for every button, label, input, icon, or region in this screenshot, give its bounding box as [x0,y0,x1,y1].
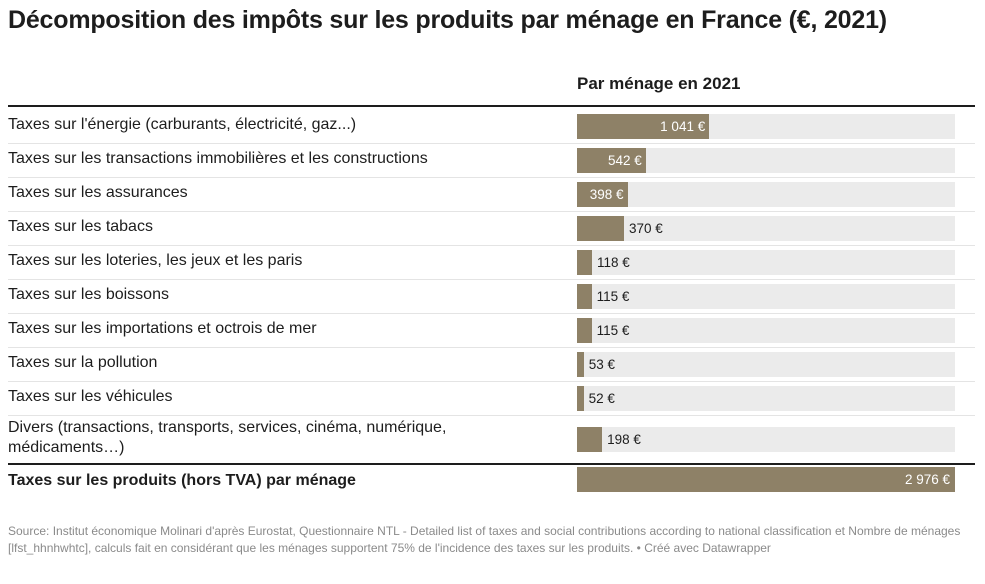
bar-row: Taxes sur la pollution 53 € [8,347,975,382]
bar [577,215,624,241]
bar-row: Taxes sur les transactions immobilières … [8,143,975,178]
bar [577,249,592,275]
column-header: Par ménage en 2021 [577,74,741,93]
bar [577,283,592,309]
bar-row: Taxes sur les loteries, les jeux et les … [8,245,975,280]
category-label: Taxes sur les véhicules [8,388,173,405]
bar-track: 542 € [577,147,955,173]
chart-title: Décomposition des impôts sur les produit… [8,6,887,34]
total-label: Taxes sur les produits (hors TVA) par mé… [8,472,356,489]
bar-value-label: 118 € [596,254,630,270]
bar-row: Divers (transactions, transports, servic… [8,415,975,463]
bar [577,351,584,377]
category-label: Taxes sur les transactions immobilières … [8,150,428,167]
bar-track: 52 € [577,385,955,411]
bar-track: 53 € [577,351,955,377]
bar-row: Taxes sur les boissons 115 € [8,279,975,314]
bar [577,181,628,207]
total-bar [577,467,955,492]
bar-row: Taxes sur les véhicules 52 € [8,381,975,416]
category-label: Taxes sur les boissons [8,286,169,303]
bar-track: 115 € [577,317,955,343]
total-value-label: 2 976 € [904,472,950,487]
bar-track: 370 € [577,215,955,241]
bar-track: 398 € [577,181,955,207]
bar-track: 115 € [577,283,955,309]
category-label: Taxes sur les importations et octrois de… [8,320,317,337]
bar-row: Taxes sur l'énergie (carburants, électri… [8,109,975,144]
source-note: Source: Institut économique Molinari d'a… [8,524,961,555]
bar [577,426,603,452]
bar-value-label: 398 € [589,186,624,202]
total-rule [8,463,975,465]
bar-value-label: 115 € [596,322,630,338]
bar [577,113,710,139]
bar-value-label: 198 € [607,431,641,447]
bar-value-label: 542 € [608,152,642,168]
bar-value-label: 52 € [588,390,615,406]
bar-row: Taxes sur les tabacs 370 € [8,211,975,246]
bar-track: 118 € [577,249,955,275]
category-label: Taxes sur les tabacs [8,218,153,235]
category-label: Taxes sur la pollution [8,354,158,371]
bar-value-label: 1 041 € [660,118,706,134]
category-label: Taxes sur les loteries, les jeux et les … [8,252,303,269]
bar [577,385,584,411]
bar-value-label: 53 € [588,356,615,372]
bar-value-label: 370 € [628,220,663,236]
category-label: Divers (transactions, transports, servic… [8,419,447,456]
category-label: Taxes sur les assurances [8,184,188,201]
bar-track: 198 € [577,426,955,452]
bar-row: Taxes sur les assurances 398 € [8,177,975,212]
bar-value-label: 115 € [596,288,630,304]
total-bar-track: 2 976 € [577,467,955,492]
bar-row: Taxes sur les importations et octrois de… [8,313,975,348]
header-rule [8,105,975,107]
category-label: Taxes sur l'énergie (carburants, électri… [8,116,357,133]
bar [577,147,646,173]
bar [577,317,592,343]
bar-track: 1 041 € [577,113,955,139]
